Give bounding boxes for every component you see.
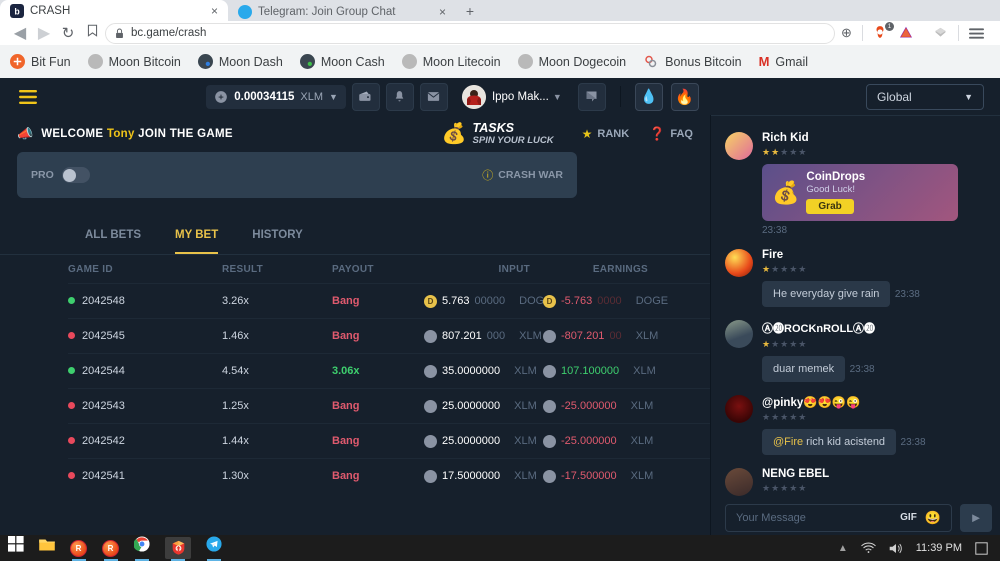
svg-text:b: b (14, 6, 19, 16)
